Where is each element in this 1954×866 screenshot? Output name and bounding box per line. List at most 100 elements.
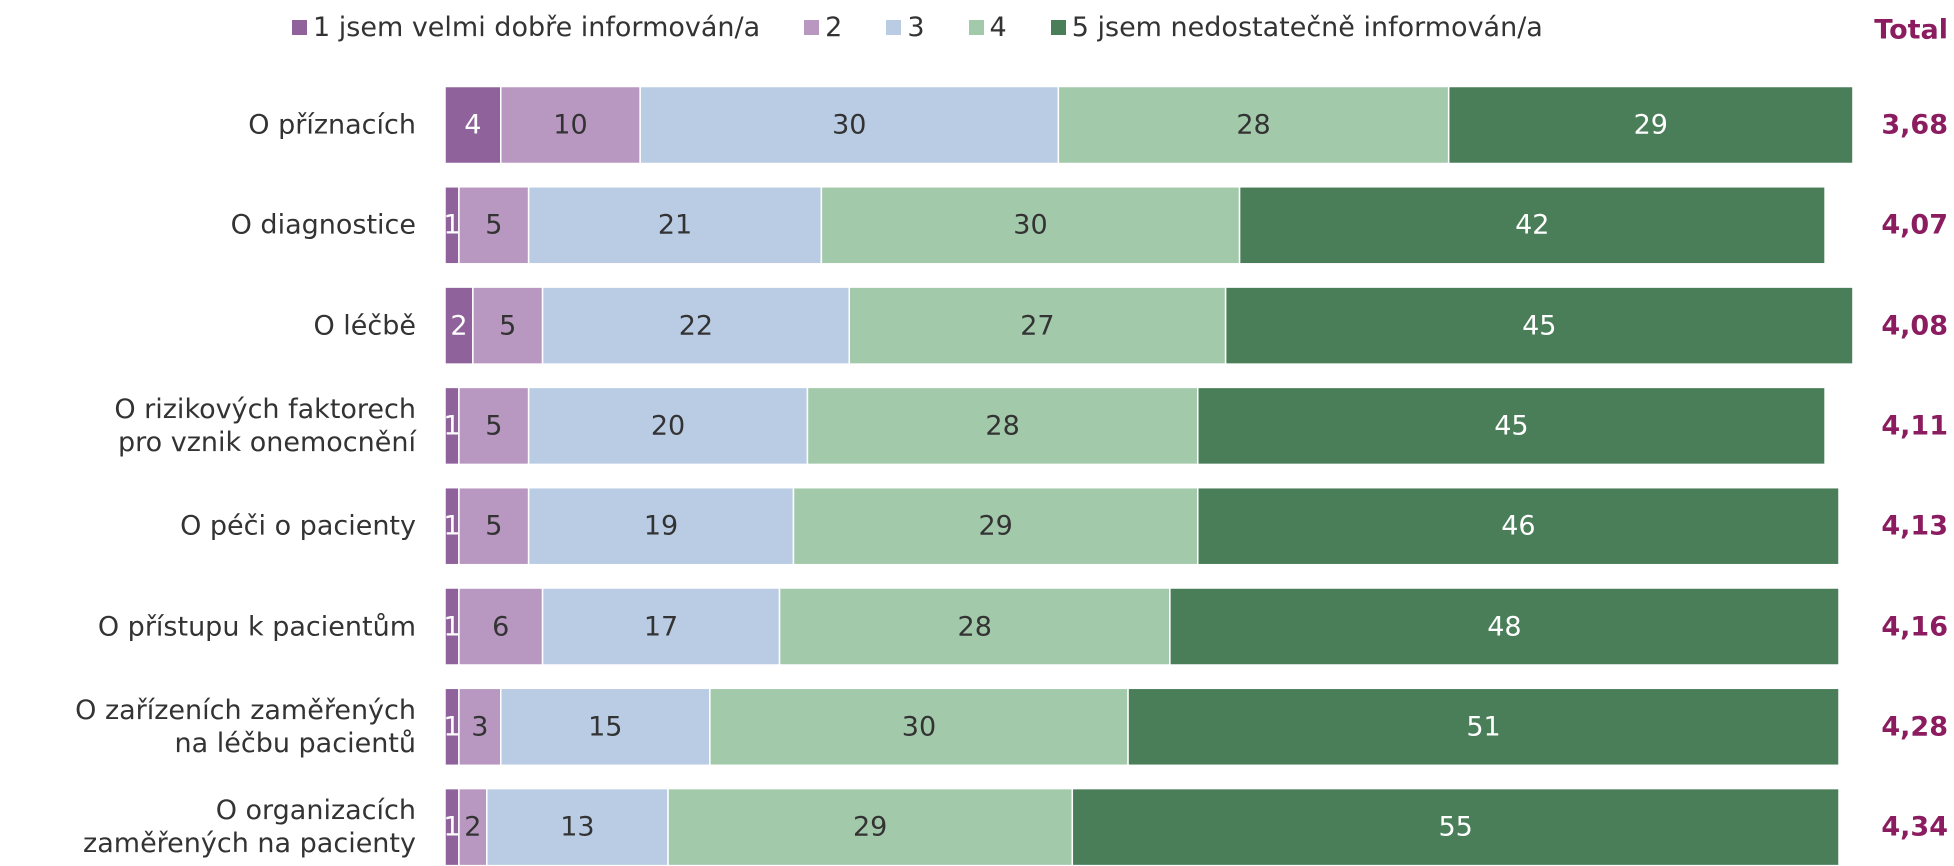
legend-item: 4 xyxy=(968,12,1007,43)
bar-segment xyxy=(709,687,1129,767)
bar-segment xyxy=(458,486,530,566)
bar-segment xyxy=(458,687,502,767)
legend-item: 1 jsem velmi dobře informován/a xyxy=(292,12,760,43)
segment-label: 45 xyxy=(1522,310,1557,342)
segment-label: 30 xyxy=(832,109,867,141)
legend-swatch xyxy=(968,20,984,35)
bar-segment xyxy=(541,286,851,365)
segment-label: 5 xyxy=(485,510,503,542)
bar-segment xyxy=(444,85,502,165)
bar-segment xyxy=(1224,286,1854,365)
total-value: 4,16 xyxy=(1881,611,1948,642)
bar-segment xyxy=(1447,85,1854,165)
bar-segment xyxy=(458,186,530,265)
category-label: O zařízeních zaměřených na léčbu pacient… xyxy=(75,694,416,759)
bar-segment xyxy=(500,687,711,767)
segment-label: 1 xyxy=(443,410,461,442)
legend-item: 2 xyxy=(804,12,842,43)
segment-label: 22 xyxy=(678,310,714,342)
bar-segment xyxy=(1238,186,1826,265)
segment-label: 20 xyxy=(650,410,686,442)
segment-label: 19 xyxy=(643,510,679,542)
segment-label: 29 xyxy=(1633,109,1668,141)
legend-label: 3 xyxy=(907,12,925,43)
bar-segment xyxy=(1071,787,1840,866)
legend-swatch xyxy=(292,20,307,35)
segment-label: 21 xyxy=(657,209,693,241)
legend-label: 2 xyxy=(825,12,843,43)
segment-label: 28 xyxy=(1236,109,1271,141)
segment-label: 46 xyxy=(1501,510,1536,542)
bar-segment xyxy=(1197,386,1826,466)
legend-swatch xyxy=(804,20,820,35)
segment-label: 4 xyxy=(464,109,482,141)
total-value: 4,11 xyxy=(1881,410,1948,442)
segment-label: 45 xyxy=(1494,410,1529,442)
segment-label: 48 xyxy=(1487,611,1522,642)
segment-label: 1 xyxy=(443,510,461,542)
bar-segment xyxy=(458,787,488,866)
bar-segment xyxy=(486,787,669,866)
category-label: O péči o pacienty xyxy=(180,510,416,542)
category-label: O organizacích zaměřených na pacienty xyxy=(83,795,416,860)
total-value: 4,34 xyxy=(1881,811,1948,843)
category-label: O diagnostice xyxy=(230,209,416,241)
category-label: O příznacích xyxy=(248,109,416,141)
bar-segment xyxy=(1169,587,1840,666)
bar-segment xyxy=(820,186,1241,265)
segment-label: 42 xyxy=(1515,209,1550,241)
bar-segment xyxy=(848,286,1227,365)
category-label: O léčbě xyxy=(313,310,416,342)
bar-segment xyxy=(1127,687,1840,767)
bar-segment xyxy=(541,587,781,666)
segment-label: 15 xyxy=(588,711,623,743)
bar-segment xyxy=(527,186,823,265)
total-value: 4,08 xyxy=(1881,310,1948,342)
segment-label: 1 xyxy=(443,711,461,743)
segment-label: 5 xyxy=(485,209,503,241)
total-value: 3,68 xyxy=(1881,109,1948,141)
segment-label: 5 xyxy=(499,310,517,342)
bar-segment xyxy=(444,286,474,365)
segment-label: 28 xyxy=(957,611,992,642)
total-header: Total xyxy=(1874,14,1948,46)
segment-label: 5 xyxy=(485,410,503,442)
segment-label: 1 xyxy=(443,209,461,241)
bar-segment xyxy=(500,85,641,165)
bar-segment xyxy=(1197,486,1840,566)
segment-label: 6 xyxy=(492,611,510,642)
bar-segment xyxy=(1057,85,1450,165)
segment-label: 1 xyxy=(443,811,461,843)
segment-label: 30 xyxy=(1013,209,1048,241)
segment-label: 28 xyxy=(985,410,1020,442)
total-value: 4,28 xyxy=(1881,711,1948,743)
segment-label: 55 xyxy=(1438,811,1473,843)
segment-label: 1 xyxy=(443,611,461,642)
legend-label: 4 xyxy=(989,12,1007,43)
segment-label: 27 xyxy=(1020,310,1055,342)
legend-swatch xyxy=(886,20,902,35)
segment-label: 2 xyxy=(450,310,468,342)
category-label: O rizikových faktorech pro vznik onemocn… xyxy=(114,393,416,458)
total-value: 4,13 xyxy=(1881,510,1948,542)
segment-label: 3 xyxy=(471,711,489,743)
legend-swatch xyxy=(1050,20,1066,35)
segment-label: 29 xyxy=(852,811,888,843)
segment-label: 10 xyxy=(553,109,588,141)
legend-item: 3 xyxy=(886,12,925,43)
legend-label: 5 jsem nedostatečně informován/a xyxy=(1071,12,1543,43)
segment-label: 51 xyxy=(1466,711,1501,743)
segment-label: 30 xyxy=(901,711,937,743)
bar-segment xyxy=(472,286,544,365)
legend-label: 1 jsem velmi dobře informován/a xyxy=(313,12,761,43)
bar-segment xyxy=(792,486,1199,566)
legend-item: 5 jsem nedostatečně informován/a xyxy=(1050,12,1543,43)
bar-segment xyxy=(806,386,1199,466)
total-value: 4,07 xyxy=(1881,209,1948,241)
segment-label: 2 xyxy=(464,811,482,843)
segment-label: 29 xyxy=(978,510,1013,542)
bar-segment xyxy=(639,85,1060,165)
category-label: O přístupu k pacientům xyxy=(97,611,416,642)
legend: 1 jsem velmi dobře informován/a 2 3 4 5 jsem… xyxy=(292,12,1543,43)
